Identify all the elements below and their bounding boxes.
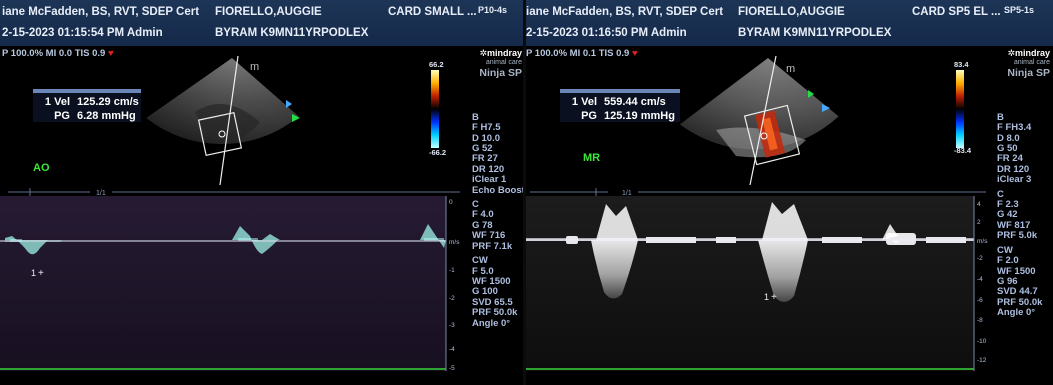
heart-icon: ♥ [107,48,114,59]
svg-text:2: 2 [977,219,981,226]
svg-text:-12: -12 [977,357,987,364]
right-datetime: 2-15-2023 01:16:50 PM Admin [526,27,687,39]
cursor-cross-icon: + [38,268,44,279]
svg-text:-4: -4 [977,276,983,283]
right-operator-name: iane McFadden, BS, RVT, SDEP Cert [526,6,724,18]
left-doppler-spectrum: 1 + 0 m/s -1 -2 -3 -4 -5 [0,196,460,372]
right-ultrasound-image: iane McFadden, BS, RVT, SDEP Cert 2-15-2… [526,0,1053,385]
left-patient-id: BYRAM K9MN11YRPODLEX [215,27,369,39]
mindray-logo-icon: ✲ [479,48,487,58]
right-header-bar: iane McFadden, BS, RVT, SDEP Cert 2-15-2… [526,0,1053,46]
left-bmode-sector: m [146,55,300,186]
pg-value: 6.28 mmHg [77,110,136,122]
left-preset: CARD SMALL ... [388,6,477,18]
right-preset: CARD SP5 EL ... [912,6,1001,18]
left-patient-name: FIORELLO,AUGGIE [215,6,322,18]
brand-model: Ninja SP [1007,67,1050,79]
vel-key: 1 Vel [44,96,70,108]
left-brand: ✲mindray animal care Ninja SP [470,48,522,78]
left-color-top: 66.2 [429,60,444,69]
svg-text:-2: -2 [449,295,455,302]
cursor-label: 1 [764,292,769,302]
pg-key: PG [54,110,70,122]
panel-divider [523,0,526,385]
cursor-label: 1 [31,268,36,278]
right-doppler-spectrum: 1 + 4 2 m/s -2 -4 -6 -8 -10 -12 [526,196,988,371]
svg-text:0: 0 [449,199,453,206]
left-measurement-box: 1 Vel 125.29 cm/s PG 6.28 mmHg [33,89,141,122]
left-ultrasound-image: iane McFadden, BS, RVT, SDEP Cert 2-15-2… [0,0,523,385]
left-color-bar [431,70,439,148]
right-bmode-sector: m [679,55,839,186]
brand-sub: animal care [1013,59,1050,66]
vel-value: 559.44 cm/s [604,96,666,108]
measurement-box-bar [560,89,680,93]
pg-value: 125.19 mmHg [604,110,675,122]
svg-text:m: m [250,61,259,73]
brand-model: Ninja SP [479,67,522,79]
right-measurement-box: 1 Vel 559.44 cm/s PG 125.19 mmHg [560,89,680,122]
left-header-bar: iane McFadden, BS, RVT, SDEP Cert 2-15-2… [0,0,523,46]
svg-text:-4: -4 [449,346,455,353]
left-probe: P10-4s [478,5,508,15]
svg-text:-3: -3 [449,322,455,329]
vel-value: 125.29 cm/s [77,96,139,108]
heart-icon: ♥ [631,48,638,59]
right-depth-marker: 1/1 [530,188,986,197]
left-color-bottom: -66.2 [429,148,447,157]
left-status: P 100.0% MI 0.0 TIS 0.9 ♥ [2,48,114,59]
right-patient-id: BYRAM K9MN11YRPODLEX [738,27,892,39]
svg-text:-10: -10 [977,338,987,345]
left-datetime: 2-15-2023 01:15:54 PM Admin [2,27,163,39]
left-view-label: AO [33,162,50,174]
svg-text:-6: -6 [977,297,983,304]
right-color-top: 83.4 [954,60,969,69]
right-status: P 100.0% MI 0.1 TIS 0.9 ♥ [526,48,638,59]
right-color-bar [956,70,964,148]
measurement-box-bar [33,89,141,93]
svg-text:1/1: 1/1 [622,190,632,197]
svg-text:m/s: m/s [977,238,988,245]
right-probe: SP5-1s [1004,5,1035,15]
vel-key: 1 Vel [571,96,597,108]
svg-text:1/1: 1/1 [96,190,106,197]
svg-text:-2: -2 [977,255,983,262]
right-color-bottom: -83.4 [954,146,972,155]
right-view-label: MR [583,152,601,164]
svg-text:-5: -5 [449,365,455,372]
right-patient-name: FIORELLO,AUGGIE [738,6,845,18]
cursor-cross-icon: + [771,292,777,303]
left-depth-marker: 1/1 [8,188,460,197]
left-operator-name: iane McFadden, BS, RVT, SDEP Cert [2,6,200,18]
svg-text:4: 4 [977,201,981,208]
brand-name: mindray [1014,48,1050,58]
mindray-logo-icon: ✲ [1007,48,1015,58]
pg-key: PG [581,110,597,122]
svg-text:-1: -1 [449,267,455,274]
brand-sub: animal care [485,59,522,66]
right-brand: ✲mindray animal care Ninja SP [998,48,1050,78]
svg-text:-8: -8 [977,317,983,324]
svg-text:m: m [786,63,795,75]
brand-name: mindray [486,48,522,58]
svg-text:m/s: m/s [449,239,460,246]
